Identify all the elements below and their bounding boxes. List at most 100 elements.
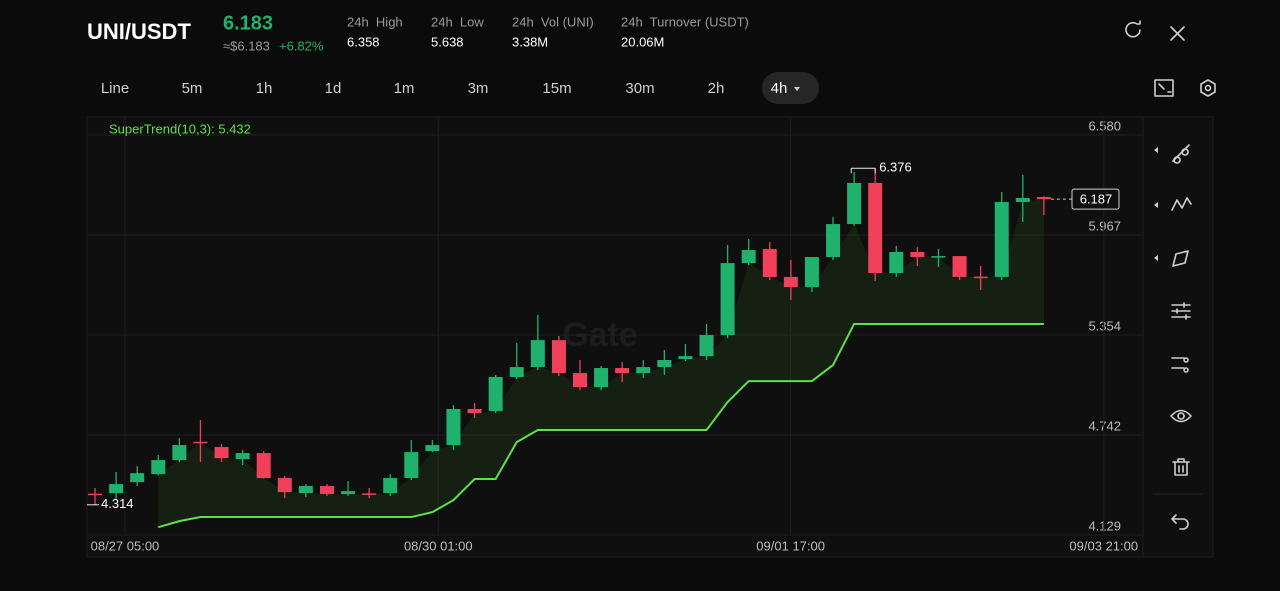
timeframe-tab[interactable]: 3m: [468, 80, 489, 97]
candle-body: [298, 486, 313, 494]
change: +6.82%: [279, 38, 324, 53]
timeframe-tab[interactable]: 30m: [625, 80, 654, 97]
candle-body: [1015, 197, 1030, 203]
candle-body: [615, 368, 630, 374]
stat-value: 6.358: [347, 34, 380, 49]
candle-body: [509, 367, 524, 378]
timeframe-tab[interactable]: 15m: [542, 80, 571, 97]
drawing-toolbar: [1153, 144, 1203, 530]
active-tab-bg: [762, 72, 819, 104]
stat-value: 3.38M: [512, 34, 548, 49]
timeframe-tab[interactable]: Line: [101, 80, 129, 97]
timeframe-tab[interactable]: 5m: [182, 80, 203, 97]
price: 6.183: [223, 12, 273, 34]
fullscreen-glyph: [1154, 79, 1174, 97]
x-tick-label: 08/30 01:00: [404, 538, 473, 553]
supertrend-line: [157, 322, 1044, 529]
settings-glyph: [1200, 79, 1216, 97]
stat-value: 5.638: [431, 34, 464, 49]
candle-body: [256, 453, 271, 479]
y-tick-label: 6.580: [1088, 118, 1121, 133]
candle-body: [383, 478, 398, 494]
candle-body: [488, 377, 503, 412]
candle-body: [214, 447, 229, 459]
candle-body: [826, 224, 841, 258]
trend-fill: [158, 199, 1044, 528]
fullscreen-glyph: [1158, 83, 1172, 93]
candle-body: [594, 368, 609, 388]
refresh-glyph: [1125, 20, 1141, 38]
candle-body: [341, 491, 356, 495]
last-price-box: [1071, 188, 1120, 210]
symbol: UNI/USDT: [87, 19, 191, 44]
candle-body: [277, 478, 292, 493]
fiat-price: ≈$6.183: [223, 38, 270, 53]
y-tick-label: 5.354: [1088, 318, 1121, 333]
x-tick-label: 09/03 21:00: [1069, 538, 1138, 553]
visibility-tool[interactable]: [1170, 409, 1192, 423]
timeframe-tabs: Line 5m 1h 1d 1m 3m 15m 30m 2h 4h: [101, 80, 800, 97]
candle-body: [889, 251, 904, 274]
high-marker-label: 6.376: [879, 160, 912, 175]
candle-body: [235, 453, 250, 460]
pattern-tool[interactable]: [1171, 197, 1192, 211]
settings-icon[interactable]: [1200, 79, 1216, 97]
candle-body: [151, 460, 166, 475]
candle-body: [362, 493, 377, 495]
stat-label: 24h Vol (UNI): [512, 14, 594, 29]
candle-body: [720, 263, 735, 336]
low-marker-label: 4.314: [101, 496, 134, 511]
candle-body: [783, 276, 798, 288]
candle-body: [130, 473, 145, 483]
stat-label: 24h Low: [431, 14, 484, 29]
settings-glyph: [1204, 84, 1212, 92]
candle-body: [973, 276, 988, 279]
expand-arrow[interactable]: [1154, 147, 1158, 153]
timeframe-tab[interactable]: 1d: [325, 80, 342, 97]
stat-label: 24h Turnover (USDT): [621, 14, 749, 29]
delete-tool[interactable]: [1172, 458, 1190, 476]
candle-body: [109, 484, 124, 494]
indicator-tool[interactable]: [1171, 302, 1191, 320]
candle-body: [425, 445, 440, 452]
shape-tool[interactable]: [1172, 250, 1189, 267]
trendline-tool[interactable]: [1172, 144, 1190, 164]
timeframe-tab[interactable]: 1m: [394, 80, 415, 97]
x-tick-label: 08/27 05:00: [91, 538, 160, 553]
stat-value: 20.06M: [621, 34, 664, 49]
dropdown-caret[interactable]: [794, 87, 800, 91]
fullscreen-icon[interactable]: [1154, 79, 1174, 97]
y-tick-label: 4.129: [1088, 518, 1121, 533]
candle-body: [319, 486, 334, 495]
undo-tool[interactable]: [1171, 514, 1189, 530]
refresh-icon[interactable]: [1125, 20, 1141, 38]
candle-body: [847, 182, 862, 225]
timeframe-tab[interactable]: 4h: [771, 80, 788, 97]
candle-body: [678, 356, 693, 360]
expand-arrow[interactable]: [1154, 202, 1158, 208]
y-tick-label: 4.742: [1088, 418, 1121, 433]
candle-body: [762, 249, 777, 277]
last-price-label: 6.187: [1080, 192, 1113, 207]
candle-body: [931, 256, 946, 258]
candle-body: [804, 257, 819, 288]
candle-body: [994, 202, 1009, 277]
candle-body: [88, 493, 103, 496]
candle-body: [172, 445, 187, 461]
candle-body: [193, 441, 208, 444]
template-tool[interactable]: [1171, 357, 1189, 373]
stat-label: 24h High: [347, 14, 403, 29]
candle-body: [952, 256, 967, 277]
high-marker-line: [850, 167, 876, 174]
timeframe-tab[interactable]: 2h: [708, 80, 725, 97]
candle-body: [572, 373, 587, 388]
timeframe-tab[interactable]: 1h: [256, 80, 273, 97]
candle-body: [910, 251, 925, 258]
candle-body: [636, 367, 651, 374]
close-icon[interactable]: [1170, 26, 1185, 41]
stats: 24h High 6.358 24h Low 5.638 24h Vol (UNI) 3.…: [347, 14, 749, 49]
expand-arrow[interactable]: [1154, 255, 1158, 261]
